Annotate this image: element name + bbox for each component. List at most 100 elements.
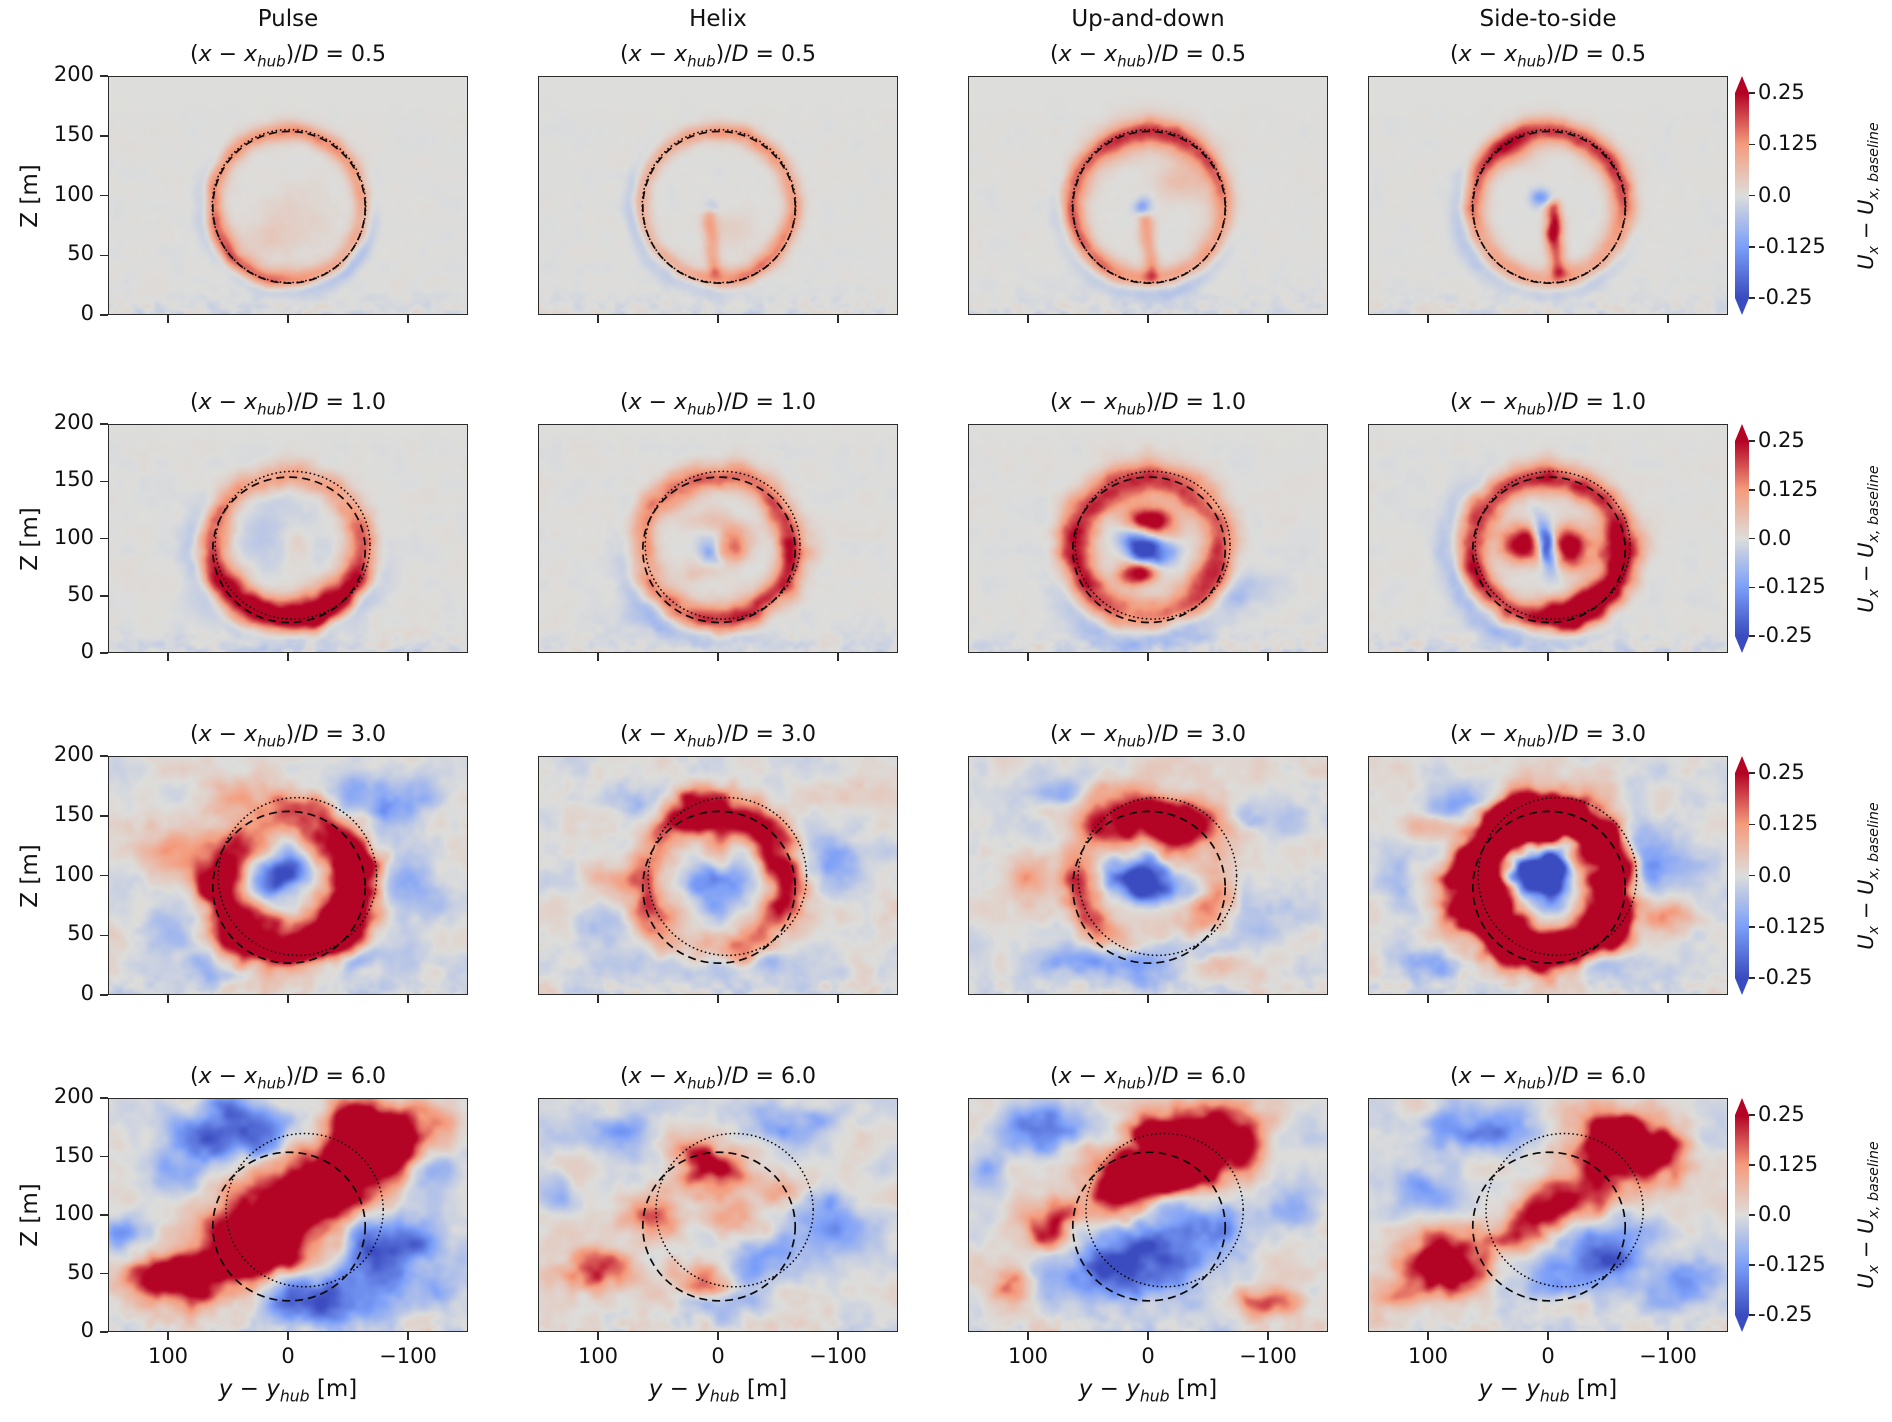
x-tick-mark — [287, 653, 289, 661]
text-span: y — [696, 1376, 710, 1402]
text-span: − — [232, 1376, 267, 1402]
x-tick-mark — [717, 315, 719, 323]
text-span: D — [301, 390, 319, 415]
x-tick-mark — [717, 995, 719, 1003]
text-span: Z [m] — [17, 843, 43, 908]
y-axis-label: Z [m] — [17, 1183, 43, 1246]
y-tick-mark — [100, 815, 108, 817]
circle-overlay — [211, 796, 378, 964]
rotor-circle-dashed — [641, 810, 797, 964]
colorbar-tick-mark — [1749, 772, 1755, 774]
colorbar-tick-label: 0.0 — [1758, 182, 1792, 207]
column-title: Up-and-down — [928, 6, 1368, 36]
colorbar-arrow-down-icon — [1735, 1315, 1749, 1332]
subscript: hub — [1117, 52, 1146, 71]
text-span: = — [748, 722, 781, 747]
colorbar-tick-mark — [1749, 635, 1755, 637]
text-span: ( — [620, 390, 629, 415]
text-span: x — [1058, 42, 1072, 67]
colorbar-tick-mark — [1749, 537, 1755, 540]
colorbar-tick-mark — [1749, 297, 1755, 299]
y-tick-mark — [100, 194, 108, 197]
colorbar-tick-label: 0.125 — [1758, 811, 1819, 836]
rotor-circle-dashed — [641, 130, 797, 284]
panel-title: (x − xhub)/D = 6.0 — [1328, 1064, 1768, 1094]
text-span: = — [748, 42, 781, 67]
colorbar-label: Ux − Ux, baseline — [1854, 122, 1882, 269]
subscript: hub — [257, 400, 286, 419]
subscript: hub — [687, 52, 716, 71]
heatmap-panel-r1c1 — [108, 76, 468, 315]
text-span: )/ — [1545, 390, 1562, 415]
downstream-distance-value: 3.0 — [1610, 722, 1646, 747]
text-span: − — [1092, 1376, 1127, 1402]
text-span: ( — [620, 42, 629, 67]
text-span: D — [731, 1064, 749, 1089]
x-tick-label: 0 — [281, 1344, 295, 1368]
panel-title: (x − xhub)/D = 1.0 — [68, 390, 508, 420]
x-tick-mark — [1547, 1332, 1549, 1340]
x-tick-mark — [1267, 995, 1269, 1003]
colorbar-tick-label: -0.25 — [1758, 623, 1813, 647]
y-tick-label: 0 — [80, 981, 94, 1005]
text-span: [m] — [739, 1376, 788, 1402]
text-span: )/ — [1145, 722, 1162, 747]
colorbar-tick-label: 0.0 — [1758, 1202, 1792, 1226]
colorbar-gradient — [1735, 1115, 1749, 1315]
text-span: x — [1104, 390, 1118, 415]
subscript: hub — [257, 1074, 286, 1093]
column-title-text: Side-to-side — [1479, 6, 1617, 32]
y-tick-label: 100 — [53, 1201, 94, 1225]
downstream-distance-value: 1.0 — [780, 390, 816, 415]
column-title: Pulse — [68, 6, 508, 36]
text-span: )/ — [715, 390, 732, 415]
panel-title: (x − xhub)/D = 6.0 — [68, 1064, 508, 1094]
rotor-circle-dashed — [1071, 810, 1227, 964]
text-span: = — [1178, 390, 1211, 415]
panel-title: (x − xhub)/D = 1.0 — [928, 390, 1368, 420]
text-span: U — [1853, 933, 1878, 950]
x-tick-mark — [717, 653, 719, 661]
text-span: )/ — [715, 722, 732, 747]
colorbar-tick-mark — [1749, 489, 1755, 491]
heatmap-canvas — [539, 1099, 897, 1331]
subscript: x, baseline — [1866, 464, 1883, 543]
circle-overlay — [641, 128, 797, 284]
text-span: x — [1504, 390, 1518, 415]
text-span: = — [1578, 722, 1611, 747]
wake-circle-dotted — [1485, 1132, 1645, 1288]
circle-overlay — [641, 796, 808, 964]
colorbar-tick-mark — [1749, 92, 1755, 94]
text-span: y — [1478, 1376, 1493, 1402]
text-span: ( — [620, 722, 629, 747]
text-span: − — [641, 722, 675, 747]
text-span: x — [1458, 722, 1472, 747]
circle-overlay — [1071, 796, 1238, 964]
circle-overlay — [1471, 796, 1638, 964]
y-tick-label: 200 — [53, 742, 94, 766]
colorbar-tick-label: 0.125 — [1758, 476, 1819, 501]
colorbar-gradient — [1735, 773, 1749, 978]
colorbar-tick-mark — [1749, 977, 1755, 979]
colorbar-tick-label: 0.0 — [1758, 862, 1792, 887]
x-tick-label: 0 — [711, 1344, 725, 1368]
text-span: x — [1104, 722, 1118, 747]
wake-circle-dotted — [655, 1132, 815, 1288]
panel-title: (x − xhub)/D = 3.0 — [498, 722, 938, 752]
subscript: x, baseline — [1866, 121, 1883, 200]
x-tick-mark — [167, 995, 169, 1003]
panel-title: (x − xhub)/D = 0.5 — [1328, 42, 1768, 72]
x-tick-label: 100 — [147, 1344, 189, 1368]
text-span: − — [1471, 390, 1505, 415]
text-span: )/ — [1545, 1064, 1562, 1089]
text-span: Z [m] — [17, 1183, 43, 1247]
text-span: = — [1178, 722, 1211, 747]
x-tick-mark — [1667, 1332, 1669, 1340]
text-span: x — [198, 1064, 212, 1089]
text-span: ( — [1050, 722, 1059, 747]
heatmap-canvas — [1369, 77, 1727, 314]
colorbar-label: Ux − Ux, baseline — [1854, 1141, 1882, 1288]
x-tick-mark — [717, 1332, 719, 1340]
x-tick-label: 100 — [1407, 1344, 1449, 1368]
heatmap-panel-r2c3 — [968, 424, 1328, 653]
